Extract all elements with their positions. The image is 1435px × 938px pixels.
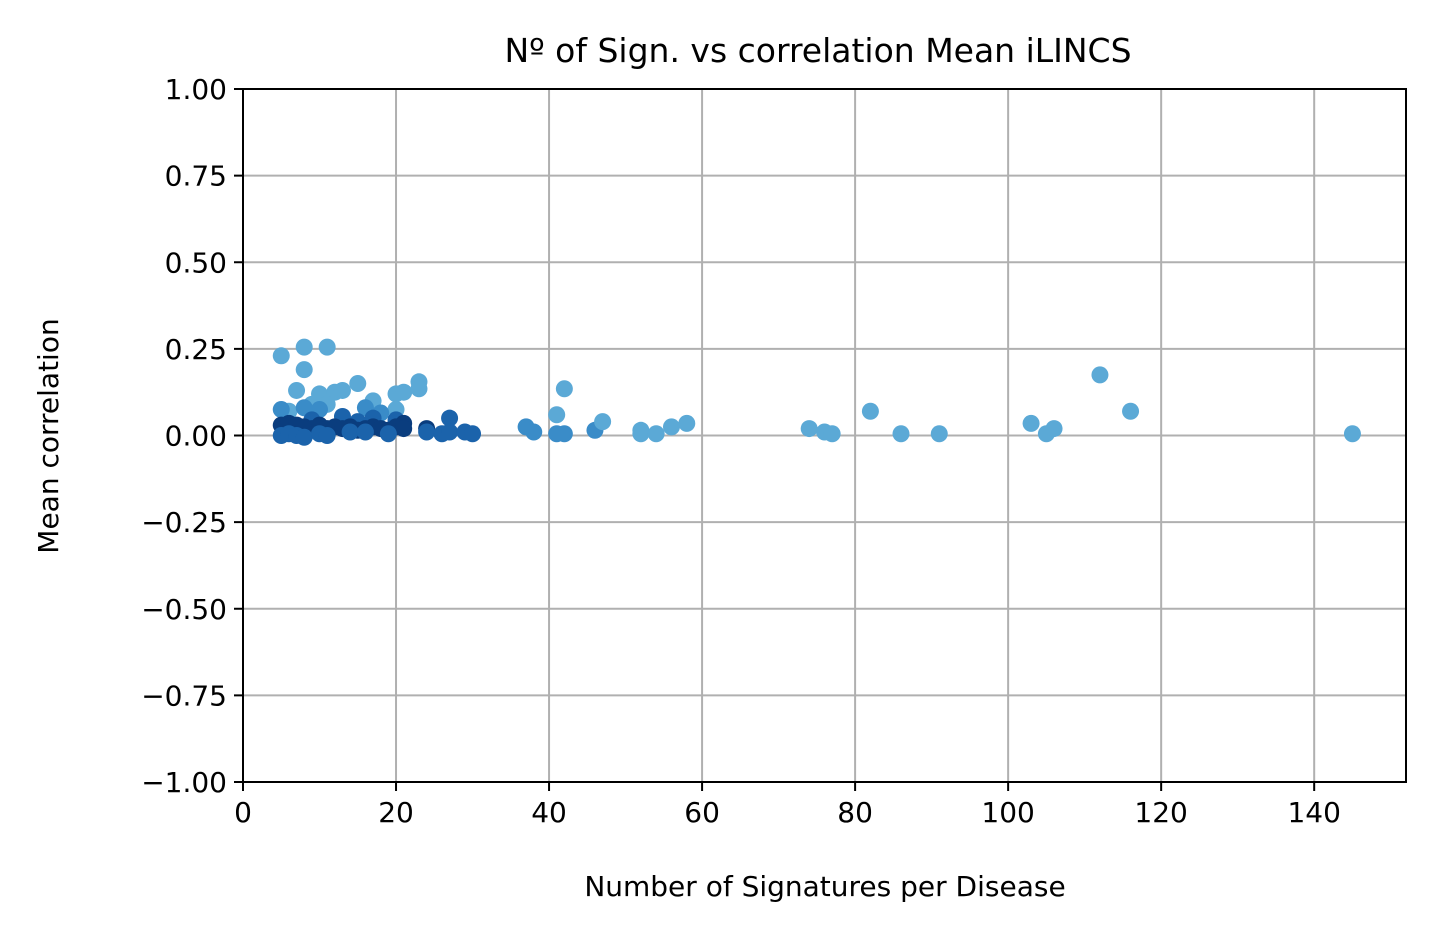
y-tick-label: −1.00 [141,766,227,799]
data-point [333,381,351,399]
y-axis-title: Mean correlation [32,318,65,553]
data-point [1045,420,1063,438]
y-tick-label: 0.50 [165,246,227,279]
data-point [272,347,290,365]
x-tick-label: 120 [1134,796,1187,829]
data-point [1122,402,1140,420]
y-axis: 1.00 0.75 0.50 0.25 0.00 −0.25 −0.50 −0.75 −1.00 [141,73,243,799]
data-point [410,380,428,398]
data-point [288,381,306,399]
data-point [678,414,696,432]
x-tick-label: 0 [234,796,252,829]
data-point [555,380,573,398]
data-point [1343,425,1361,443]
data-point [800,420,818,438]
data-point [555,425,573,443]
data-point [594,413,612,431]
data-point [295,338,313,356]
data-point [341,423,359,441]
data-point [418,423,436,441]
data-point [318,338,336,356]
x-tick-label: 80 [837,796,873,829]
x-tick-label: 100 [981,796,1034,829]
y-tick-label: −0.25 [141,506,227,539]
y-tick-label: 0.00 [165,420,227,453]
x-axis: 0 20 40 60 80 100 120 140 [234,782,1341,829]
data-point [356,423,374,441]
chart-title: Nº of Sign. vs correlation Mean iLINCS [504,31,1131,70]
data-point [662,418,680,436]
x-axis-title: Number of Signatures per Disease [584,870,1065,903]
y-tick-label: 0.25 [165,333,227,366]
x-tick-label: 20 [378,796,414,829]
data-point [892,425,910,443]
data-point [295,399,313,417]
y-tick-label: −0.50 [141,593,227,626]
y-tick-label: −0.75 [141,679,227,712]
data-point [823,425,841,443]
data-points [272,338,1361,446]
x-tick-label: 40 [531,796,567,829]
data-point [441,409,459,427]
data-point [295,361,313,379]
data-point [272,401,290,419]
y-tick-label: 0.75 [165,160,227,193]
data-point [395,420,413,438]
data-point [379,425,397,443]
data-point [548,406,566,424]
data-point [441,423,459,441]
data-point [318,427,336,444]
x-tick-label: 140 [1287,796,1340,829]
data-point [930,425,948,443]
data-point [647,425,665,443]
data-point [295,428,313,446]
data-point [1091,366,1109,384]
data-point [861,402,879,420]
data-point [395,383,413,401]
data-point [632,425,650,443]
data-point [1022,414,1040,432]
data-point [349,375,367,393]
x-tick-label: 60 [684,796,720,829]
data-point [464,425,482,443]
y-tick-label: 1.00 [165,73,227,106]
data-point [525,423,543,441]
